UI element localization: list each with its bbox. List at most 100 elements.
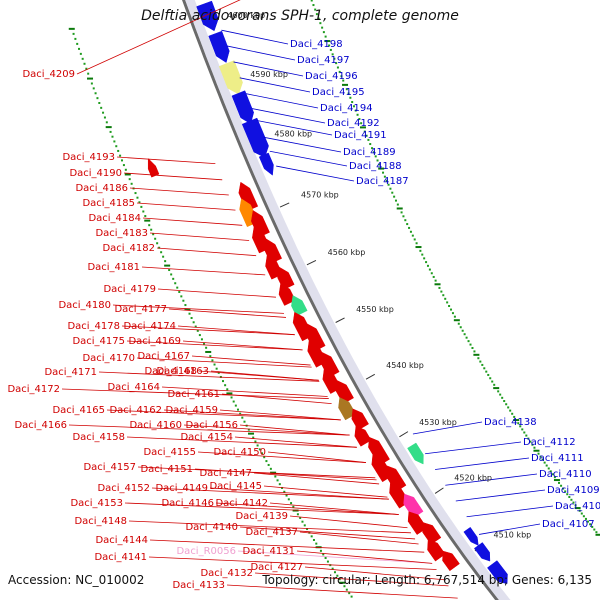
- outer-tick-ring-tick: [314, 8, 317, 11]
- outer-tick-ring-tick: [336, 66, 339, 69]
- inner-tick-ring-tick: [276, 479, 279, 482]
- inner-tick-ring-tick: [130, 182, 133, 185]
- outer-tick-ring-tick: [543, 461, 546, 464]
- forward-gene-arrow: [231, 90, 254, 125]
- gene-label-right: Daci_4197: [297, 55, 350, 66]
- kbp-tick-mark: [434, 487, 444, 494]
- inner-tick-ring-tick: [315, 542, 318, 545]
- gene-label-right-leader: [251, 108, 326, 124]
- outer-tick-ring-tick: [582, 515, 585, 518]
- outer-tick-ring-tick: [322, 31, 325, 34]
- outer-tick-ring-tick: [378, 163, 381, 166]
- gene-label-left-leader: [126, 340, 303, 351]
- outer-tick-ring-tick: [365, 134, 368, 137]
- gene-label-right-leader: [466, 505, 554, 518]
- gene-label-left-leader: [209, 487, 389, 500]
- outer-tick-ring-tick: [499, 393, 502, 396]
- gene-label-left-leader: [149, 539, 425, 553]
- outer-tick-ring-tick: [415, 242, 418, 245]
- outer-tick-ring-tick: [440, 290, 443, 293]
- gene-label-left-leader: [136, 357, 312, 368]
- outer-tick-ring-tick: [501, 396, 504, 399]
- gene-label-left: Daci_4153: [70, 498, 123, 509]
- outer-tick-ring-tick: [356, 113, 359, 116]
- gene-label-left: Daci_4155: [143, 447, 196, 458]
- outer-tick-ring-tick: [527, 437, 530, 440]
- gene-label-left-leader: [142, 217, 243, 226]
- outer-tick-ring-tick: [568, 496, 571, 499]
- inner-tick-ring-tick: [152, 233, 155, 236]
- gene-label-left-leader: [136, 202, 236, 211]
- genome-summary-text: Topology: circular; Length: 6,767,514 bp…: [262, 573, 592, 587]
- inner-tick-ring-tick: [144, 215, 147, 218]
- outer-tick-ring-tick: [451, 312, 454, 315]
- inner-tick-ring-tick: [254, 440, 257, 443]
- inner-tick-ring-tick: [148, 224, 151, 227]
- gene-label-right: Daci_4189: [343, 147, 396, 158]
- outer-tick-ring-tick: [387, 183, 390, 186]
- outer-tick-ring-tick: [453, 319, 460, 322]
- outer-tick-ring-tick: [360, 122, 363, 125]
- inner-tick-ring-tick: [205, 350, 212, 353]
- reverse-gene-arrow: [351, 408, 369, 431]
- outer-tick-ring-tick: [591, 525, 594, 528]
- outer-tick-ring-tick: [509, 409, 512, 412]
- inner-tick-ring-tick: [322, 553, 325, 556]
- kbp-tick-mark: [399, 431, 409, 438]
- outer-tick-ring-tick: [465, 336, 468, 339]
- outer-tick-ring-tick: [545, 464, 548, 467]
- gene-label-right: Daci_4188: [349, 161, 402, 172]
- gene-label-left-leader: [149, 232, 250, 241]
- outer-tick-ring-tick: [553, 476, 556, 479]
- inner-tick-ring-tick: [134, 192, 137, 195]
- forward-gene-arrow: [463, 526, 479, 546]
- inner-tick-ring-tick: [198, 334, 201, 337]
- gene-label-right-leader: [233, 61, 304, 77]
- inner-tick-ring-tick: [68, 27, 75, 30]
- outer-tick-ring-tick: [511, 412, 514, 415]
- gene-label-right: Daci_4138: [484, 417, 537, 428]
- outer-tick-ring-tick: [415, 246, 422, 249]
- gene-label-right: Daci_4107: [542, 519, 595, 530]
- outer-tick-ring-tick: [487, 373, 490, 376]
- inner-tick-ring-tick: [241, 416, 244, 419]
- outer-tick-ring-tick: [374, 155, 377, 158]
- outer-tick-ring-tick: [331, 53, 334, 56]
- outer-tick-ring-tick: [329, 48, 332, 51]
- outer-tick-ring-tick: [444, 297, 447, 300]
- inner-tick-ring-tick: [115, 145, 118, 148]
- inner-tick-ring-tick: [162, 255, 165, 258]
- inner-tick-ring-tick: [230, 396, 233, 399]
- gene-features: [147, 0, 508, 584]
- outer-tick-ring-tick: [493, 383, 496, 386]
- outer-tick-ring-tick: [396, 203, 399, 206]
- outer-tick-ring-tick: [434, 283, 441, 286]
- gene-label-right-leader: [412, 421, 483, 435]
- inner-tick-ring-tick: [76, 42, 79, 45]
- inner-tick-ring-tick: [105, 121, 108, 124]
- outer-tick-ring-tick: [321, 26, 324, 29]
- inner-tick-ring-tick: [192, 321, 195, 324]
- gene-label-left: Daci_4169: [128, 336, 181, 347]
- kbp-tick-mark: [335, 317, 345, 323]
- inner-tick-ring-tick: [333, 571, 336, 574]
- kbp-tick-mark: [365, 373, 376, 380]
- outer-tick-ring-tick: [483, 367, 486, 370]
- outer-tick-ring-tick: [562, 487, 565, 490]
- inner-tick-ring-tick: [170, 273, 173, 276]
- gene-label-left: Daci_4158: [72, 432, 125, 443]
- gene-label-left-leader: [124, 502, 399, 515]
- outer-tick-ring-tick: [533, 449, 540, 452]
- gene-label-left-leader: [98, 371, 320, 382]
- inner-tick-ring-tick: [117, 149, 120, 152]
- gene-label-left: Daci_4184: [88, 213, 141, 224]
- kbp-tick-label: 4590 kbp: [250, 70, 288, 79]
- outer-tick-ring-tick: [358, 117, 361, 120]
- inner-tick-ring-tick: [92, 87, 95, 90]
- kbp-tick-label: 4570 kbp: [301, 191, 339, 200]
- inner-tick-ring-tick: [263, 456, 266, 459]
- gene-label-left-leader: [221, 393, 332, 405]
- gene-label-right: Daci_4196: [305, 71, 358, 82]
- kbp-tick-label: 4510 kbp: [494, 530, 532, 539]
- inner-tick-ring-tick: [256, 444, 259, 447]
